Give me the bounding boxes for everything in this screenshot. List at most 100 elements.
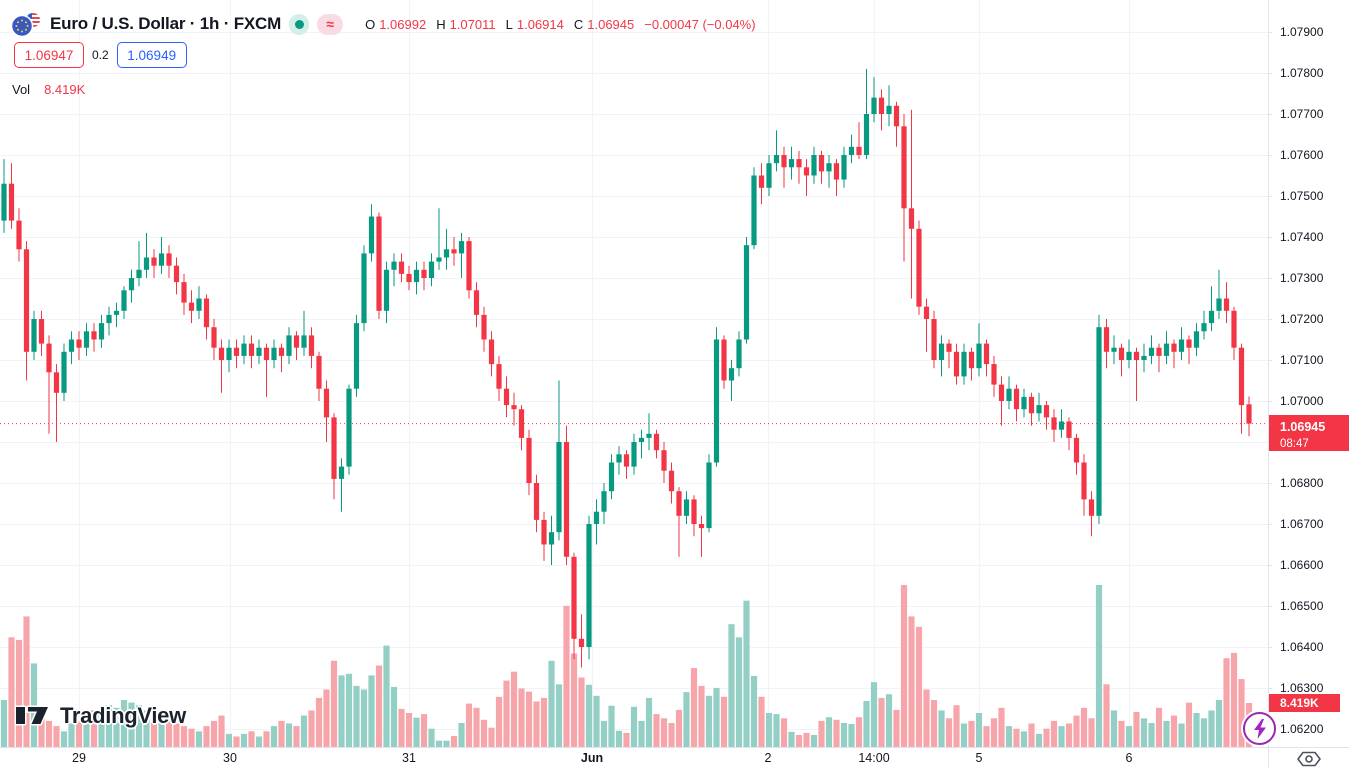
lightning-boost-button[interactable] xyxy=(1243,712,1276,745)
candle-body xyxy=(593,511,600,524)
candle-body xyxy=(293,335,300,348)
high-label: H xyxy=(436,16,446,32)
volume-bar xyxy=(263,731,270,747)
last-price-axis-label: 1.06945 08:47 xyxy=(1269,414,1349,451)
candle-body xyxy=(1208,310,1215,324)
candle-body xyxy=(923,306,930,319)
volume-bar xyxy=(563,605,570,747)
sell-button[interactable]: 1.06947 xyxy=(14,42,84,68)
volume-bar xyxy=(210,720,218,747)
tradingview-mark-icon xyxy=(14,703,50,729)
candle-body xyxy=(646,433,652,438)
candle-body xyxy=(1013,388,1020,410)
price-axis[interactable]: 1.07900 1.07800 1.07700 1.07600 1.07500 1.074… xyxy=(1268,25,1324,736)
candle-body xyxy=(698,524,705,529)
candle-body xyxy=(436,257,442,262)
candle-body xyxy=(451,249,457,254)
volume-bar xyxy=(255,736,263,747)
candle-body xyxy=(121,290,127,311)
volume-bar xyxy=(15,639,23,747)
candle-body xyxy=(571,556,577,639)
candle-body xyxy=(1238,347,1245,406)
candle-body xyxy=(443,249,450,258)
volume-bar xyxy=(45,720,53,747)
candle-body xyxy=(16,220,22,250)
candle-body xyxy=(728,368,735,381)
volume-bar xyxy=(810,735,818,747)
volume-bar xyxy=(23,616,30,748)
volume-bar xyxy=(1005,726,1013,747)
volume-bar xyxy=(120,700,128,747)
symbol-title[interactable]: Euro / U.S. Dollar · 1h · FXCM xyxy=(50,14,282,33)
candle-body xyxy=(1126,351,1132,360)
volume-bar xyxy=(638,720,645,747)
volume-bar xyxy=(960,723,968,747)
volume-bar xyxy=(405,713,413,747)
high-value: 1.07011 xyxy=(449,16,496,32)
price-tick-label: 1.06700 xyxy=(1280,517,1324,531)
candle-body xyxy=(863,114,870,155)
candle-body xyxy=(46,343,52,373)
volume-bar xyxy=(998,707,1005,747)
price-scale-mode-button[interactable] xyxy=(1296,751,1322,768)
volume-bar xyxy=(8,637,15,747)
candle-body xyxy=(916,228,922,307)
volume-bar xyxy=(503,680,510,747)
volume-bar xyxy=(285,723,293,747)
candle-body xyxy=(518,409,525,438)
volume-bar xyxy=(600,720,608,747)
time-tick-label: 29 xyxy=(72,751,86,765)
candle-body xyxy=(901,126,907,209)
price-tick-label: 1.06300 xyxy=(1280,681,1324,695)
ohlc-readout: O 1.06992 H 1.07011 L 1.06914 C 1.06945 … xyxy=(365,17,755,32)
volume-bar xyxy=(1208,710,1215,747)
candle-body xyxy=(421,269,427,278)
volume-bar xyxy=(375,665,383,747)
candle-body xyxy=(76,339,82,348)
candle-body xyxy=(376,216,382,311)
volume-bar xyxy=(233,736,240,747)
time-axis[interactable]: 29 30 31 Jun 2 14:00 5 6 xyxy=(72,751,1132,765)
volume-bar xyxy=(90,710,98,747)
buy-button[interactable]: 1.06949 xyxy=(116,42,187,68)
candle-body xyxy=(316,355,322,389)
volume-bar xyxy=(885,694,893,747)
candle-body xyxy=(1,183,7,221)
volume-layer xyxy=(0,585,1253,748)
volume-bar xyxy=(870,682,878,747)
volume-bar xyxy=(1200,718,1208,747)
candle-body xyxy=(301,335,307,348)
candle-body xyxy=(263,347,270,360)
volume-bar xyxy=(878,697,885,747)
candle-body xyxy=(1051,417,1057,430)
volume-bar xyxy=(990,718,998,747)
volume-bar xyxy=(630,706,638,747)
volume-bar xyxy=(795,735,803,747)
volume-bar xyxy=(690,668,698,747)
candle-body xyxy=(473,290,480,315)
tradingview-logo[interactable]: TradingView xyxy=(14,703,186,729)
volume-bar xyxy=(390,686,398,747)
candle-body xyxy=(818,155,825,172)
volume-bar xyxy=(1103,684,1110,747)
bar-countdown: 08:47 xyxy=(1280,437,1309,450)
volume-bar xyxy=(705,695,713,747)
volume-bar xyxy=(1230,652,1238,747)
candle-body xyxy=(151,257,157,266)
volume-bar xyxy=(510,671,518,747)
volume-bar xyxy=(368,675,375,747)
volume-bar xyxy=(53,726,60,747)
volume-bar xyxy=(848,724,855,747)
delayed-data-pill[interactable]: ≈ xyxy=(317,13,344,35)
candle-body xyxy=(1118,347,1125,360)
volume-bar xyxy=(135,705,143,747)
candle-body xyxy=(638,437,645,442)
candle-body xyxy=(586,524,592,647)
market-status-pill[interactable] xyxy=(289,13,310,35)
candle-body xyxy=(278,347,285,356)
candle-body xyxy=(61,351,67,393)
volume-bar xyxy=(248,731,255,747)
candle-body xyxy=(338,466,345,479)
volume-bar xyxy=(60,731,68,747)
